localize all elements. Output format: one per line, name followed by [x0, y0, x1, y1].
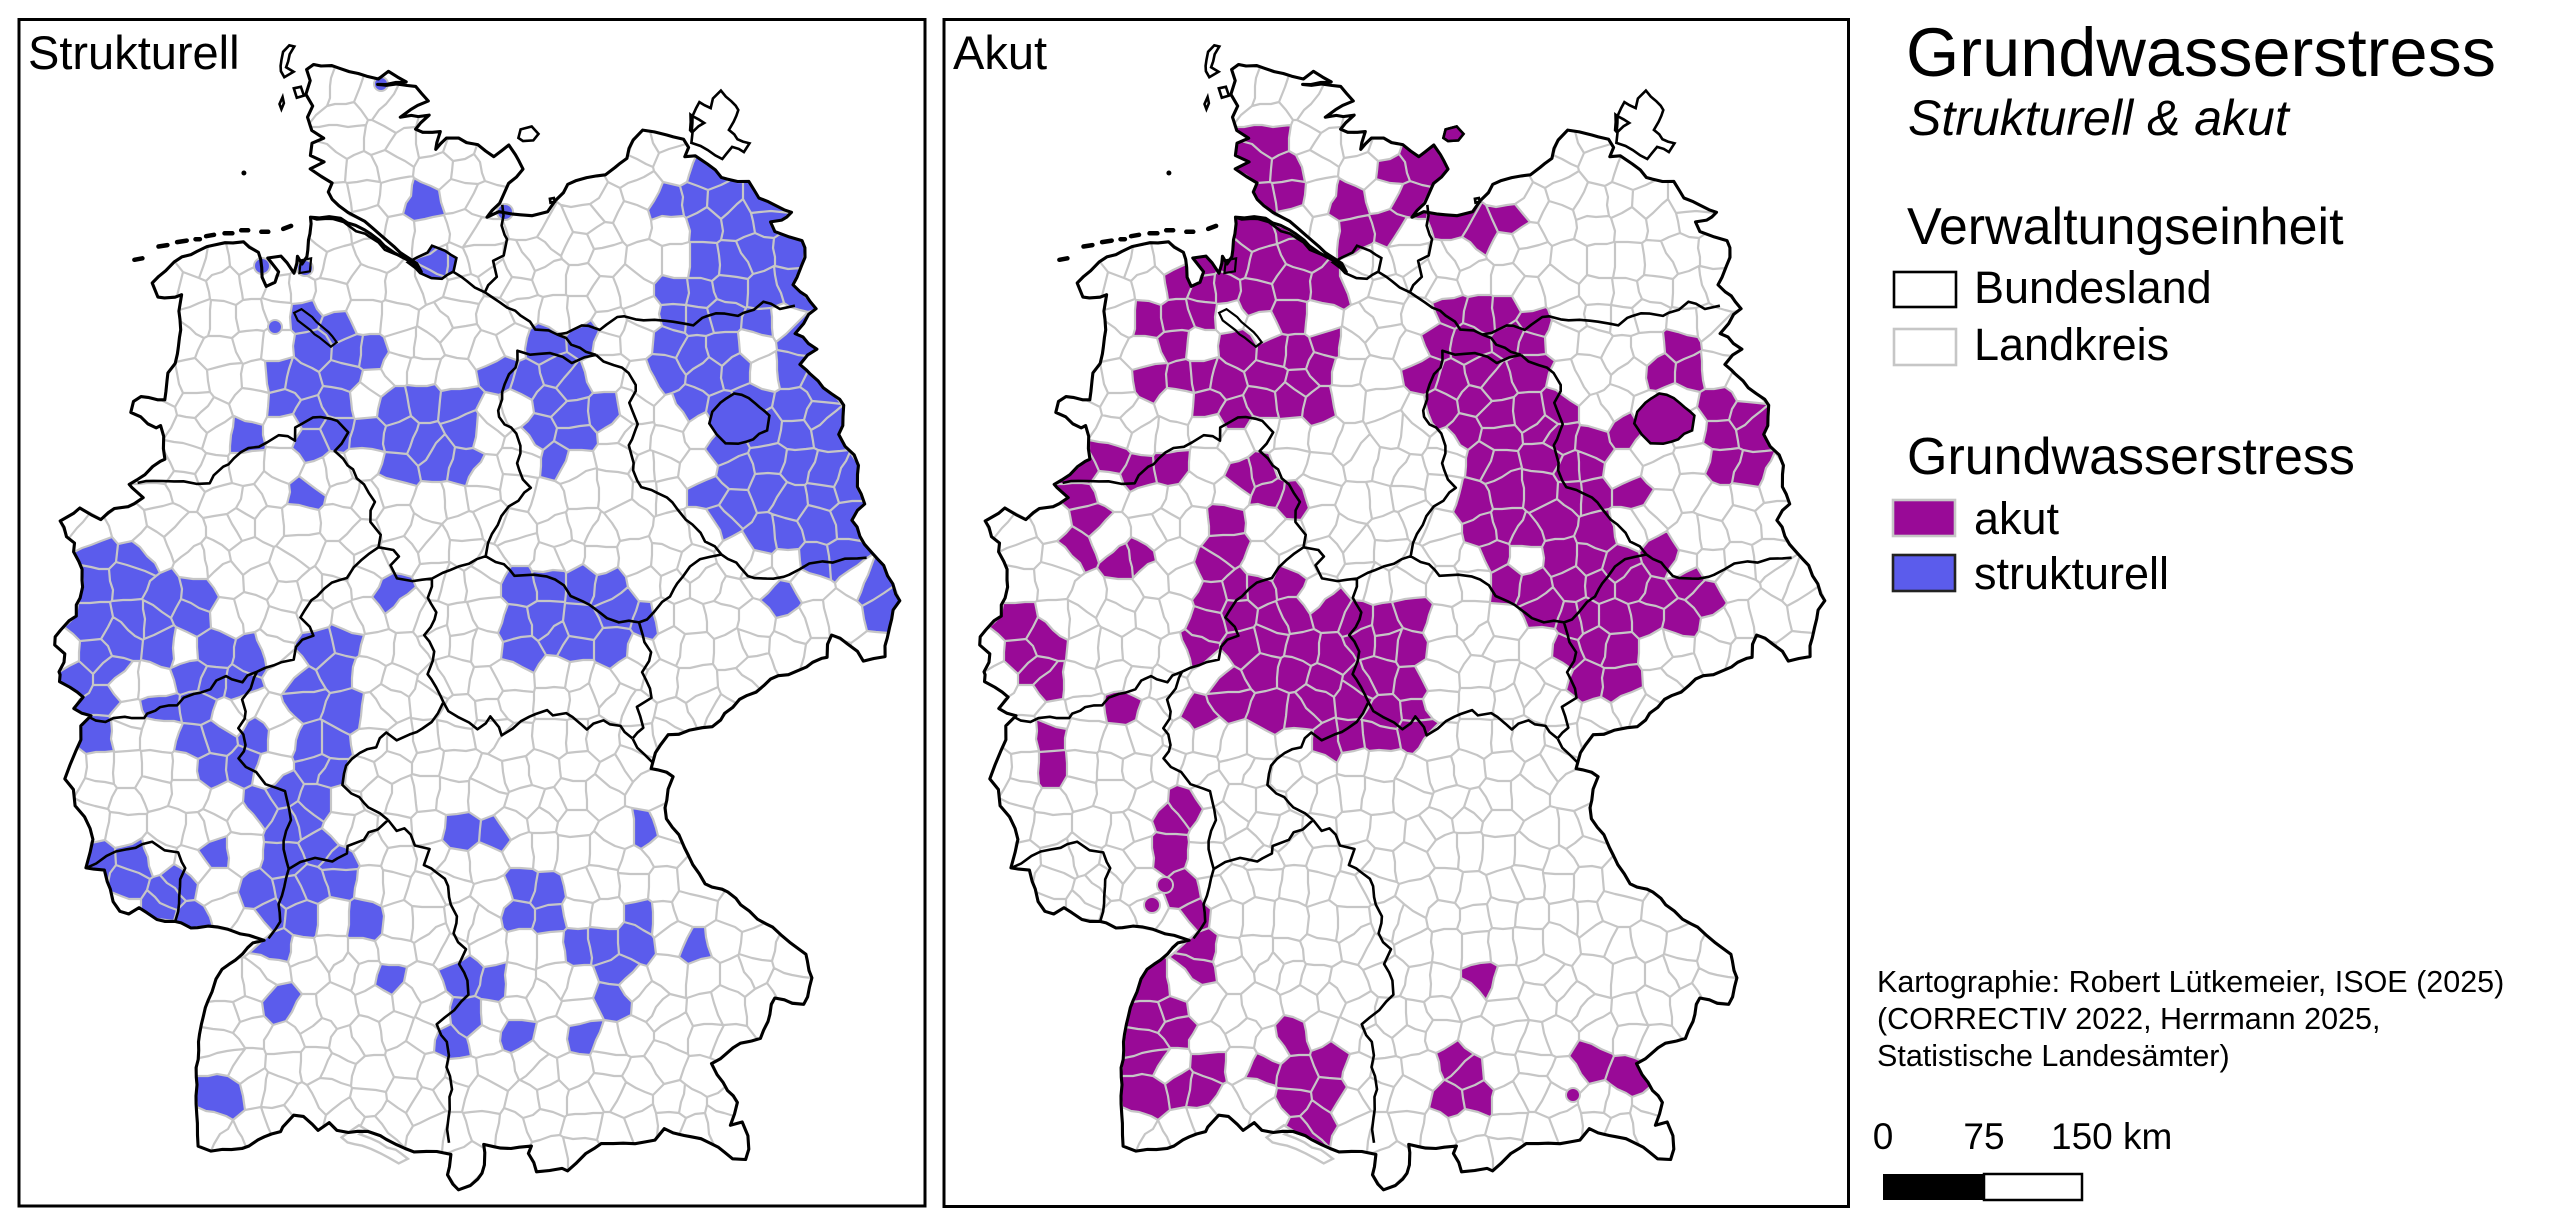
svg-text:Statistische Landesämter): Statistische Landesämter): [1877, 1039, 2230, 1073]
svg-text:Grundwasserstress: Grundwasserstress: [1907, 428, 2355, 486]
svg-text:Bundesland: Bundesland: [1974, 262, 2212, 313]
svg-text:Strukturell & akut: Strukturell & akut: [1908, 90, 2291, 146]
svg-text:75: 75: [1963, 1116, 2004, 1157]
svg-text:Kartographie: Robert Lütkemeie: Kartographie: Robert Lütkemeier, ISOE (2…: [1877, 965, 2504, 999]
svg-text:0: 0: [1873, 1116, 1894, 1157]
svg-text:(CORRECTIV 2022, Herrmann 2025: (CORRECTIV 2022, Herrmann 2025,: [1877, 1002, 2380, 1036]
svg-text:Landkreis: Landkreis: [1974, 319, 2169, 370]
svg-text:akut: akut: [1974, 493, 2060, 544]
svg-text:Grundwasserstress: Grundwasserstress: [1906, 14, 2496, 91]
svg-text:Strukturell: Strukturell: [28, 26, 240, 79]
svg-text:150 km: 150 km: [2051, 1116, 2172, 1157]
svg-text:Akut: Akut: [953, 26, 1047, 79]
svg-text:Verwaltungseinheit: Verwaltungseinheit: [1907, 198, 2344, 256]
svg-text:strukturell: strukturell: [1974, 548, 2169, 599]
